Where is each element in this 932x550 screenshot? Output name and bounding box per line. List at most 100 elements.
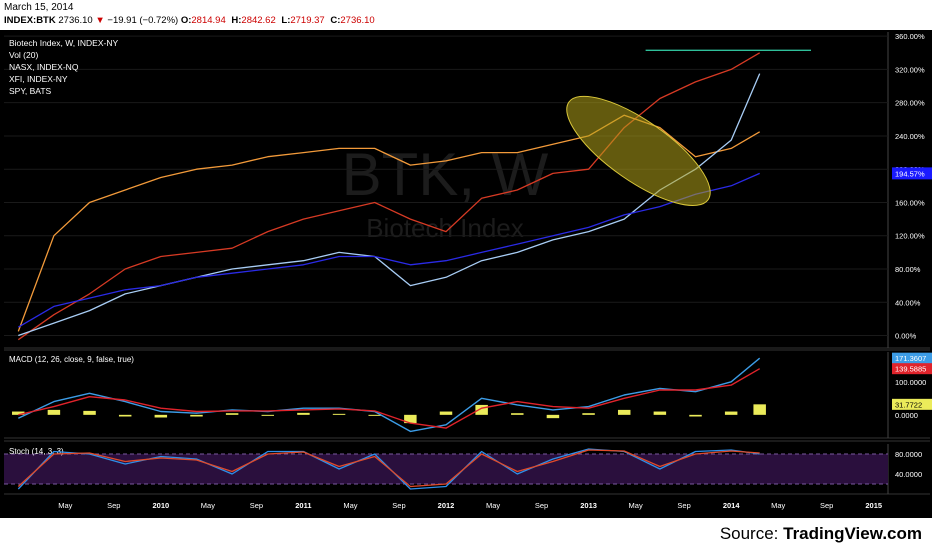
main-y-tick-label: 80.00% — [895, 265, 921, 274]
x-tick-label: May — [629, 501, 643, 510]
macd-value-label: 139.5885 — [895, 365, 926, 374]
stoch-y-tick-label: 80.0000 — [895, 450, 922, 459]
macd-histogram-bar — [617, 409, 631, 415]
macd-line-signal — [18, 368, 761, 429]
macd-histogram-bar — [12, 411, 25, 415]
open-value: 2814.94 — [191, 15, 226, 26]
legend-vol: Vol (20) — [9, 50, 38, 60]
last-price: 2736.10 — [58, 15, 93, 26]
last-value-label: 194.57% — [895, 169, 925, 178]
main-y-tick-label: 360.00% — [895, 32, 925, 41]
macd-histogram-bar — [225, 413, 239, 415]
macd-histogram-bar — [724, 411, 738, 415]
close-value: 2736.10 — [340, 15, 375, 26]
main-y-tick-label: 160.00% — [895, 198, 925, 207]
macd-histogram-bar — [439, 411, 453, 415]
chart-background — [0, 30, 932, 518]
x-tick-label: Sep — [820, 501, 833, 510]
macd-line-macd — [18, 357, 761, 433]
series-line-btk — [17, 52, 761, 341]
high-value: 2842.62 — [241, 15, 276, 26]
x-tick-label: May — [486, 501, 500, 510]
highlight-ellipse — [566, 95, 711, 207]
x-tick-label: May — [58, 501, 72, 510]
x-tick-label: 2015 — [865, 501, 882, 510]
legend-spy: SPY, BATS — [9, 86, 52, 96]
low-label: L: — [281, 15, 291, 26]
x-tick-label: Sep — [250, 501, 263, 510]
stoch-band-fill — [4, 454, 888, 484]
macd-histogram-bar — [83, 410, 96, 415]
x-tick-label: 2014 — [723, 501, 741, 510]
macd-value-tag — [892, 398, 932, 410]
watermark-name: Biotech Index — [366, 213, 524, 243]
macd-histogram-bar — [154, 414, 168, 418]
chart-date: March 15, 2014 — [4, 2, 74, 13]
macd-histogram-bar — [582, 413, 595, 415]
source-name: TradingView.com — [783, 524, 922, 543]
down-arrow-icon: ▼ — [95, 15, 105, 26]
legend-main: Biotech Index, W, INDEX-NY — [9, 38, 118, 48]
series-line-spy — [17, 172, 760, 328]
legend-xfi: XFI, INDEX-NY — [9, 74, 68, 84]
macd-histogram-bar — [261, 414, 275, 416]
stoch-panel: Stoch (14, 3, 3) 80.0000 40.0000 — [4, 440, 930, 495]
macd-value-tag — [892, 363, 932, 375]
macd-y-tick-label: 100.0000 — [895, 378, 926, 387]
main-y-tick-label: 320.00% — [895, 65, 925, 74]
macd-histogram-bar — [511, 413, 524, 415]
x-tick-label: Sep — [677, 501, 690, 510]
macd-histogram-bar — [368, 414, 381, 416]
macd-value-tag — [892, 352, 932, 364]
macd-panel: MACD (12, 26, close, 9, false, true) 100.… — [4, 349, 932, 439]
stoch-y-tick-label: 40.0000 — [895, 470, 922, 479]
macd-histogram-bar — [297, 412, 310, 415]
x-tick-label: May — [201, 501, 215, 510]
main-y-tick-label: 40.00% — [895, 298, 921, 307]
macd-histogram-bar — [332, 413, 346, 415]
macd-histogram-bar — [653, 411, 667, 415]
main-y-tick-label: 120.00% — [895, 232, 925, 241]
legend-nasx: NASX, INDEX-NQ — [9, 62, 79, 72]
x-tick-label: 2013 — [580, 501, 597, 510]
macd-value-label: 171.3607 — [895, 354, 926, 363]
macd-histogram-bar — [753, 404, 766, 415]
macd-histogram-bar — [546, 414, 560, 419]
x-tick-label: Sep — [107, 501, 120, 510]
chart-area[interactable]: BTK, W Biotech Index 360.00% 320.00% 280.0… — [0, 30, 932, 518]
x-tick-label: Sep — [392, 501, 405, 510]
symbol-label: INDEX:BTK — [4, 15, 56, 26]
x-tick-label: Sep — [535, 501, 548, 510]
x-tick-label: 2010 — [152, 501, 169, 510]
price-change: −19.91 (−0.72%) — [107, 15, 179, 26]
macd-histogram-bar — [475, 404, 488, 415]
macd-histogram-bar — [190, 414, 203, 417]
time-axis: May Sep 2010 May Sep 2011 May Sep 2012 May Sep 2013… — [58, 501, 882, 510]
main-price-panel: 360.00%320.00%280.00%240.00%200.00%160.0… — [4, 32, 932, 349]
x-tick-label: 2012 — [438, 501, 455, 510]
open-label: O: — [180, 15, 192, 26]
main-y-tick-label: 240.00% — [895, 132, 925, 141]
series-line-xfi — [18, 73, 761, 337]
main-y-tick-label: 280.00% — [895, 99, 925, 108]
macd-title: MACD (12, 26, close, 9, false, true) — [9, 355, 134, 364]
stoch-title: Stoch (14, 3, 3) — [9, 447, 64, 456]
low-value: 2719.37 — [290, 15, 325, 26]
last-value-tag — [892, 167, 932, 180]
quote-summary: INDEX:BTK 2736.10 ▼ −19.91 (−0.72%) O:28… — [4, 15, 378, 26]
x-tick-label: May — [343, 501, 357, 510]
legend: Biotech Index, W, INDEX-NY Vol (20) NASX… — [9, 38, 118, 96]
watermark-symbol: BTK, W — [342, 141, 549, 208]
macd-histogram-bar — [118, 414, 132, 417]
stoch-line-stoch_d — [17, 449, 760, 488]
main-y-tick-label: 0.00% — [895, 332, 917, 341]
macd-histogram-bar — [47, 409, 61, 415]
macd-histogram-bar — [404, 414, 417, 424]
macd-y-tick-label: 0.0000 — [895, 411, 918, 420]
x-tick-label: May — [771, 501, 785, 510]
close-label: C: — [330, 15, 341, 26]
high-label: H: — [231, 15, 242, 26]
source-credit: Source: TradingView.com — [720, 524, 922, 544]
source-prefix: Source: — [719, 524, 784, 543]
x-tick-label: 2011 — [295, 501, 311, 510]
